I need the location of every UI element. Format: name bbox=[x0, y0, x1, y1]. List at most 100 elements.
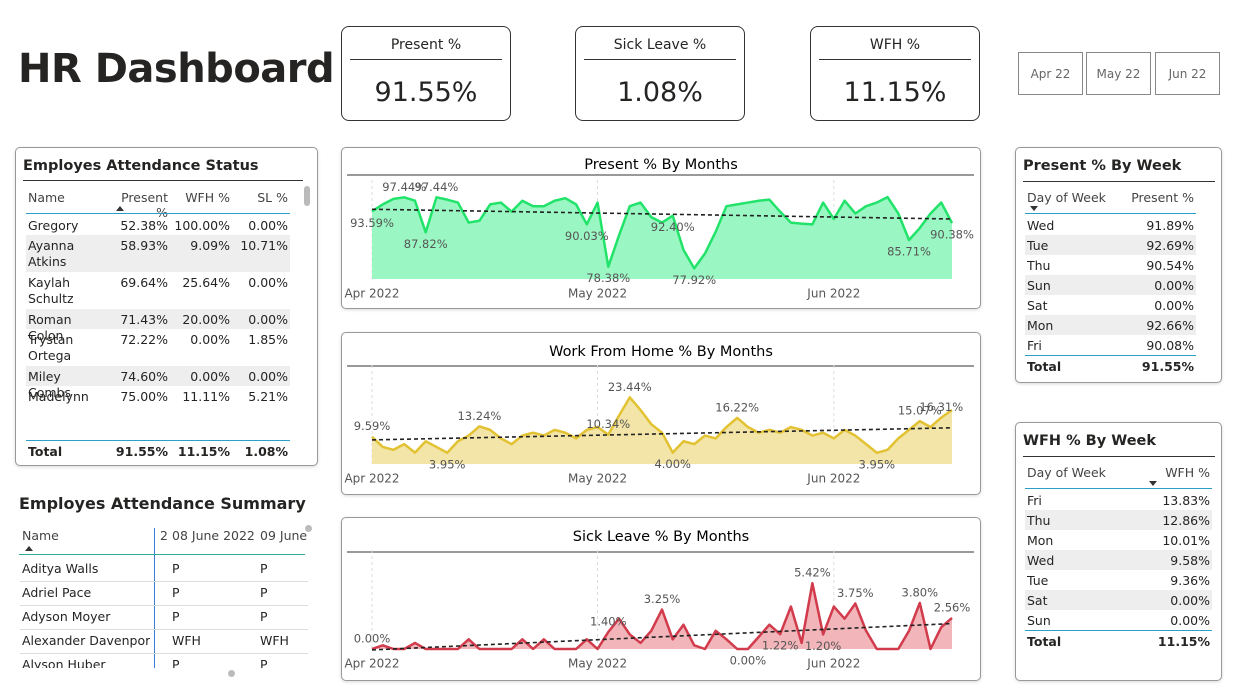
data-label: 16.22% bbox=[715, 400, 759, 414]
table-cell: 0.00% bbox=[1170, 593, 1210, 608]
kpi-card: Sick Leave % 1.08% bbox=[575, 26, 745, 121]
data-label: 97.44% bbox=[382, 180, 426, 194]
scrollbar[interactable] bbox=[228, 670, 235, 677]
table-row: Aditya Walls P P bbox=[20, 558, 308, 582]
data-label: 16.31% bbox=[919, 400, 963, 414]
table-cell: 0.00% bbox=[1170, 613, 1210, 628]
kpi-label: Present % bbox=[350, 37, 502, 60]
table-cell: 58.93% bbox=[120, 238, 168, 253]
table-cell: 1.08% bbox=[244, 444, 288, 459]
table-cell: 75.00% bbox=[120, 389, 168, 404]
table-row: Fri 90.08% bbox=[1025, 335, 1196, 355]
wfh-week-table: WFH % By Week Day of Week WFH % Fri 13.83% T… bbox=[1015, 422, 1222, 681]
trend-line bbox=[371, 208, 953, 220]
kpi-label: Sick Leave % bbox=[584, 37, 736, 60]
x-tick-label: Jun 2022 bbox=[806, 287, 860, 301]
table-row: Wed 9.58% bbox=[1025, 550, 1212, 570]
x-tick-label: Jun 2022 bbox=[806, 472, 860, 486]
table-total: Total 91.55% 11.15% 1.08% bbox=[26, 444, 290, 462]
table-cell: P bbox=[260, 561, 268, 576]
table-row: Miley Combs 74.60% 0.00% 0.00% bbox=[26, 366, 290, 400]
data-label: 3.25% bbox=[644, 592, 681, 606]
table-cell: Adriel Pace bbox=[22, 585, 92, 600]
table-cell: P bbox=[260, 657, 268, 668]
table-row: Ayanna Atkins 58.93% 9.09% 10.71% bbox=[26, 235, 290, 272]
table-cell: Present % bbox=[1131, 190, 1194, 205]
table-cell: WFH % bbox=[1165, 465, 1210, 480]
kpi-card: WFH % 11.15% bbox=[810, 26, 980, 121]
table-cell: WFH bbox=[172, 633, 201, 648]
table-cell: Tue bbox=[1027, 573, 1049, 588]
table-cell: 52.38% bbox=[120, 218, 168, 233]
table-cell: 0.00% bbox=[190, 369, 230, 384]
kpi-label: WFH % bbox=[819, 37, 971, 60]
table-cell: 72.22% bbox=[120, 332, 168, 347]
table-cell: Kaylah Schultz bbox=[28, 275, 74, 306]
table-cell: 92.69% bbox=[1146, 238, 1194, 253]
data-label: 92.40% bbox=[651, 220, 695, 234]
table-row: Thu 12.86% bbox=[1025, 510, 1212, 530]
kpi-card: Present % 91.55% bbox=[341, 26, 511, 121]
table-cell: 12.86% bbox=[1162, 513, 1210, 528]
data-label: 90.03% bbox=[565, 229, 609, 243]
divider bbox=[1025, 630, 1212, 631]
data-label: 77.92% bbox=[672, 273, 716, 287]
data-label: 2.56% bbox=[934, 600, 971, 614]
x-tick-label: May 2022 bbox=[568, 657, 627, 671]
table-cell: 90.08% bbox=[1146, 338, 1194, 353]
table-cell: Name bbox=[22, 528, 59, 543]
chart-panel: Work From Home % By Months Apr 2022 May 2… bbox=[341, 332, 981, 495]
month-button[interactable]: Apr 22 bbox=[1018, 52, 1083, 95]
data-label: 23.44% bbox=[608, 380, 652, 394]
month-button[interactable]: Jun 22 bbox=[1155, 52, 1220, 95]
table-cell: 09 June bbox=[260, 528, 308, 543]
table-body: Fri 13.83% Thu 12.86% Mon 10.01% Wed 9.58% Tue 9.… bbox=[1016, 490, 1221, 635]
chart-title: Sick Leave % By Months bbox=[573, 529, 749, 545]
table-cell: Thu bbox=[1027, 258, 1051, 273]
table-cell: 91.55% bbox=[115, 444, 168, 459]
x-tick-label: Apr 2022 bbox=[344, 287, 399, 301]
table-cell: P bbox=[172, 561, 180, 576]
table-title: Employes Attendance Status bbox=[23, 158, 259, 174]
kpi-value: 1.08% bbox=[617, 77, 703, 108]
table-cell: 13.83% bbox=[1162, 493, 1210, 508]
table-cell: 9.36% bbox=[1170, 573, 1210, 588]
data-label: 0.00% bbox=[354, 632, 391, 646]
table-cell: Trystan Ortega bbox=[28, 332, 74, 363]
data-label: 15.07% bbox=[898, 404, 942, 418]
table-row: Mon 10.01% bbox=[1025, 530, 1212, 550]
table-cell: 74.60% bbox=[120, 369, 168, 384]
data-label: 90.38% bbox=[930, 228, 974, 242]
table-row: Madelynn 75.00% 11.11% 5.21% bbox=[26, 386, 290, 406]
kpi-value: 11.15% bbox=[843, 77, 947, 108]
table-cell: 0.00% bbox=[1154, 298, 1194, 313]
table-row: Sun 0.00% bbox=[1025, 610, 1212, 630]
scrollbar[interactable] bbox=[305, 525, 312, 532]
table-cell: Day of Week bbox=[1027, 190, 1106, 205]
table-cell: Total bbox=[1027, 634, 1062, 649]
table-row: Alyson Huber P P bbox=[20, 654, 308, 668]
table-body: Gregory Carr52.38%100.00%0.00%Ayanna Atk… bbox=[16, 215, 317, 440]
table-cell: 25.64% bbox=[182, 275, 230, 290]
table-cell: Sat bbox=[1027, 298, 1048, 313]
data-label: 5.42% bbox=[794, 566, 831, 580]
table-cell: Sat bbox=[1027, 593, 1048, 608]
table-cell: 100.00% bbox=[174, 218, 230, 233]
table-cell: Wed bbox=[1027, 218, 1055, 233]
table-title: Present % By Week bbox=[1023, 158, 1182, 174]
trend-line bbox=[371, 427, 953, 441]
table-cell: 0.00% bbox=[190, 332, 230, 347]
summary-table: Employes Attendance Summary Name 2 08 June… bbox=[15, 490, 318, 680]
chart-title: Present % By Months bbox=[584, 157, 738, 173]
data-label: 3.75% bbox=[837, 586, 874, 600]
data-label: 3.95% bbox=[429, 457, 466, 471]
table-cell: 9.09% bbox=[190, 238, 230, 253]
table-cell: 0.00% bbox=[248, 312, 288, 327]
data-label: 78.38% bbox=[586, 271, 630, 285]
table-cell: Alyson Huber bbox=[22, 657, 106, 668]
divider bbox=[1025, 488, 1212, 489]
scrollbar[interactable] bbox=[304, 186, 310, 206]
month-button[interactable]: May 22 bbox=[1086, 52, 1151, 95]
table-row: Alexander Davenport WFH WFH bbox=[20, 630, 308, 654]
present-week-table: Present % By Week Day of Week Present % We… bbox=[1015, 147, 1222, 383]
